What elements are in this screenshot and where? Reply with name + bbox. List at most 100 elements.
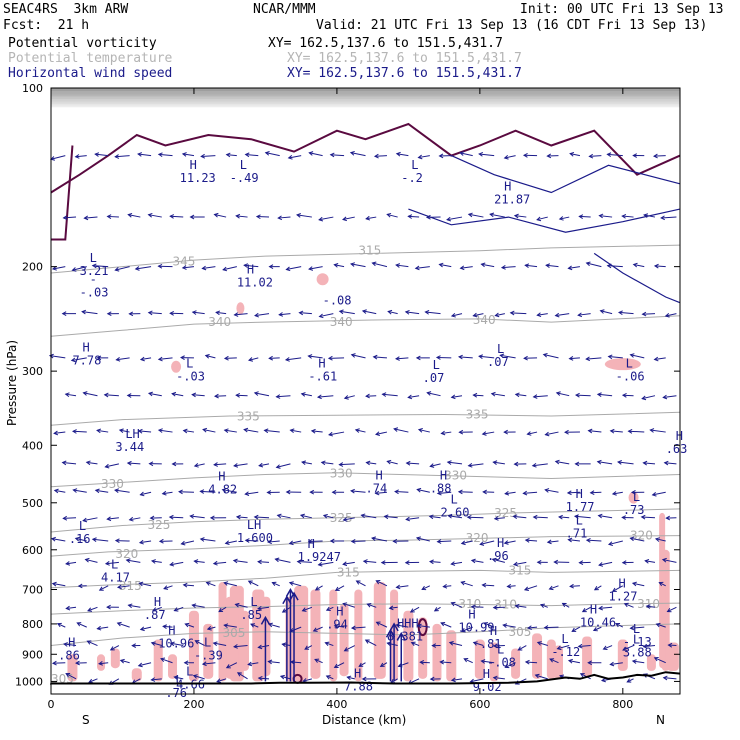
wind-vector-head bbox=[268, 264, 274, 270]
wind-vector-head bbox=[543, 625, 549, 630]
wind-vector bbox=[244, 264, 259, 268]
wind-vector-head bbox=[329, 152, 335, 158]
extremum-marker: H bbox=[190, 158, 197, 172]
wind-vector-head bbox=[611, 587, 617, 592]
extremum-value: -.61 bbox=[308, 369, 337, 383]
wind-vector-head bbox=[514, 392, 520, 398]
wind-vector-head bbox=[104, 463, 110, 469]
wind-vector-head bbox=[509, 310, 515, 316]
wind-vector-head bbox=[274, 557, 280, 563]
wind-vector-head bbox=[417, 154, 423, 160]
field2-name: Potential temperature bbox=[8, 51, 173, 66]
wind-vector bbox=[268, 623, 280, 628]
y-tick-label: 500 bbox=[22, 497, 43, 510]
wind-vector bbox=[194, 463, 205, 467]
wind-vector bbox=[420, 661, 430, 664]
wind-vector-head bbox=[651, 491, 657, 497]
wind-vector-head bbox=[585, 356, 591, 362]
extremum-marker: H bbox=[497, 536, 504, 550]
wind-vector-head bbox=[493, 516, 499, 521]
wind-vector bbox=[236, 516, 248, 519]
wind-vector bbox=[525, 264, 538, 268]
wind-vector-head bbox=[621, 393, 627, 398]
extremum-value: .94 bbox=[326, 617, 348, 631]
pv-shading-15 bbox=[446, 630, 457, 682]
wind-vector-head bbox=[91, 537, 97, 542]
extremum-marker: L bbox=[240, 158, 247, 172]
wind-vector-head bbox=[662, 675, 668, 681]
wind-vector bbox=[430, 463, 441, 467]
wind-vector bbox=[99, 585, 109, 591]
wind-vector-head bbox=[523, 355, 528, 361]
wind-vector bbox=[362, 310, 377, 315]
wind-vector-head bbox=[536, 641, 542, 646]
wind-vector-head bbox=[218, 607, 224, 613]
theta-label: 345 bbox=[173, 254, 196, 268]
wind-vector-head bbox=[467, 212, 473, 218]
wind-vector-head bbox=[433, 607, 439, 612]
wind-vector bbox=[330, 154, 345, 157]
wind-vector-head bbox=[524, 538, 530, 543]
wind-vector bbox=[633, 263, 645, 268]
wind-vector-head bbox=[342, 517, 348, 522]
field1-xy: XY= 162.5,137.6 to 151.5,431.7 bbox=[268, 36, 503, 51]
wind-vector bbox=[603, 645, 613, 650]
wind-vector bbox=[226, 662, 238, 669]
wind-vector bbox=[513, 561, 527, 566]
wind-vector bbox=[223, 266, 237, 271]
wind-vector bbox=[52, 266, 66, 270]
extremum-value: .07 bbox=[487, 355, 509, 369]
wind-vector-head bbox=[436, 539, 442, 544]
wind-vector bbox=[181, 540, 195, 545]
wind-vector bbox=[347, 676, 355, 680]
wind-vector bbox=[158, 153, 173, 157]
wind-vector bbox=[559, 516, 570, 519]
theta-label: 315 bbox=[337, 565, 360, 579]
wind-vector-head bbox=[106, 604, 111, 610]
wind-vector bbox=[278, 216, 291, 219]
wind-vector bbox=[473, 313, 484, 317]
wind-vector-head bbox=[74, 154, 80, 159]
wind-vector bbox=[83, 517, 98, 522]
wind-vector bbox=[515, 393, 527, 397]
wind-vector bbox=[483, 622, 495, 628]
wind-vector bbox=[279, 313, 291, 316]
pv-shading-33 bbox=[131, 668, 142, 682]
y-tick-label: 100 bbox=[22, 82, 43, 95]
y-tick-label: 700 bbox=[22, 584, 43, 597]
wind-vector-head bbox=[660, 215, 665, 221]
wind-vector-head bbox=[189, 214, 195, 220]
theta-label: 310 bbox=[637, 597, 660, 611]
wind-vector bbox=[87, 606, 98, 612]
wind-vector-head bbox=[545, 263, 551, 268]
wind-vector-head bbox=[555, 391, 561, 396]
theta-label: 330 bbox=[444, 469, 467, 483]
wind-vector-head bbox=[96, 625, 102, 631]
wind-vector-head bbox=[653, 356, 659, 362]
wind-vector bbox=[303, 678, 313, 682]
wind-vector bbox=[537, 641, 548, 647]
wind-vector bbox=[52, 583, 66, 587]
wind-vector bbox=[95, 489, 109, 493]
right-endpoint: N bbox=[656, 713, 665, 727]
theta-contour-325 bbox=[50, 508, 681, 533]
wind-vector bbox=[607, 153, 623, 157]
wind-vector-head bbox=[76, 622, 82, 627]
wind-vector-head bbox=[126, 460, 132, 466]
wind-vector bbox=[151, 678, 162, 681]
extremum-value: .81 bbox=[480, 637, 502, 651]
wind-vector-head bbox=[56, 622, 62, 628]
wind-vector bbox=[163, 625, 173, 628]
wind-vector-head bbox=[235, 514, 241, 520]
wind-vector-head bbox=[606, 263, 612, 269]
extremum-marker: L bbox=[204, 635, 211, 649]
theta-label: 335 bbox=[466, 408, 489, 422]
wind-vector bbox=[224, 582, 237, 587]
wind-vector bbox=[366, 462, 377, 465]
wind-vector bbox=[579, 215, 591, 218]
wind-vector bbox=[418, 429, 430, 433]
wind-vector-head bbox=[162, 624, 168, 629]
wind-vector-head bbox=[542, 352, 548, 358]
wind-vector-head bbox=[236, 672, 242, 677]
wind-vector-head bbox=[338, 309, 344, 315]
